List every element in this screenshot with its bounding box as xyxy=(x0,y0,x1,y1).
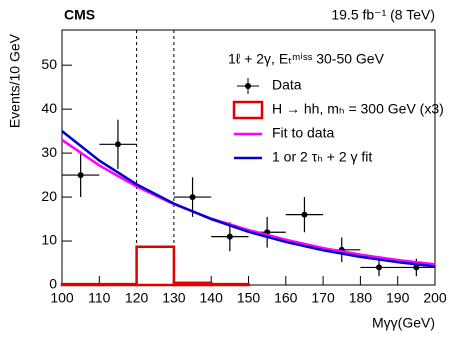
data-point xyxy=(376,264,383,271)
y-tick-label: 40 xyxy=(41,100,57,116)
y-tick-label: 50 xyxy=(41,56,57,72)
fit-line xyxy=(61,138,436,266)
x-tick-label: 200 xyxy=(423,290,447,306)
data-point xyxy=(189,194,196,201)
y-tick-label: 10 xyxy=(41,232,57,248)
chart-subtitle: 19.5 fb⁻¹ (8 TeV) xyxy=(331,7,435,23)
y-tick-label: 30 xyxy=(41,144,57,160)
data-point xyxy=(413,264,420,271)
x-tick-label: 140 xyxy=(200,290,224,306)
y-tick-label: 0 xyxy=(49,276,57,292)
hist-bar xyxy=(135,245,176,287)
hist-bar xyxy=(209,282,250,287)
legend-symbol xyxy=(232,100,264,120)
x-tick-label: 110 xyxy=(88,290,111,306)
data-point xyxy=(226,233,233,240)
x-tick-label: 120 xyxy=(125,290,149,306)
chart-title: CMS xyxy=(64,7,95,23)
data-point xyxy=(77,172,84,179)
fit-line xyxy=(61,130,436,268)
y-tick-label: 20 xyxy=(41,188,57,204)
hist-bar xyxy=(172,281,213,287)
x-axis-label: Mγγ(GeV) xyxy=(372,315,435,331)
x-tick-label: 170 xyxy=(311,290,335,306)
legend-label: H → hh, mₕ = 300 GeV (x3) xyxy=(272,101,444,117)
data-point xyxy=(114,141,121,148)
x-tick-label: 180 xyxy=(349,290,373,306)
data-point xyxy=(301,211,308,218)
x-tick-label: 130 xyxy=(162,290,186,306)
legend-label: Data xyxy=(272,77,302,93)
hist-bar xyxy=(98,282,138,287)
legend-symbol xyxy=(245,83,251,89)
legend-label: Fit to data xyxy=(272,125,334,141)
y-axis-label: Events/10 GeV xyxy=(7,33,23,128)
x-tick-label: 150 xyxy=(237,290,261,306)
legend-label: 1 or 2 τₕ + 2 γ fit xyxy=(272,149,372,165)
x-tick-label: 100 xyxy=(50,290,74,306)
hist-bar xyxy=(60,282,101,287)
x-tick-label: 190 xyxy=(386,290,410,306)
annotation: 1ℓ + 2γ, Eₜᵐⁱˢˢ 30-50 GeV xyxy=(228,51,385,67)
x-tick-label: 160 xyxy=(274,290,298,306)
